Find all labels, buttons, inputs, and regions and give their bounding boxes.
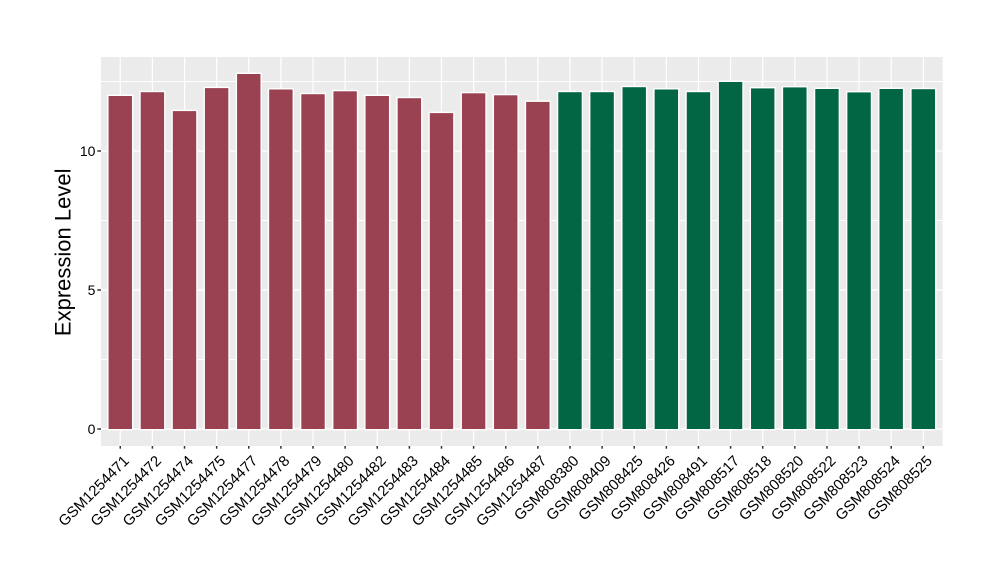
svg-text:10: 10 [80,143,96,159]
svg-text:Expression Level: Expression Level [51,169,76,337]
svg-text:0: 0 [88,421,96,437]
svg-text:5: 5 [88,282,96,298]
